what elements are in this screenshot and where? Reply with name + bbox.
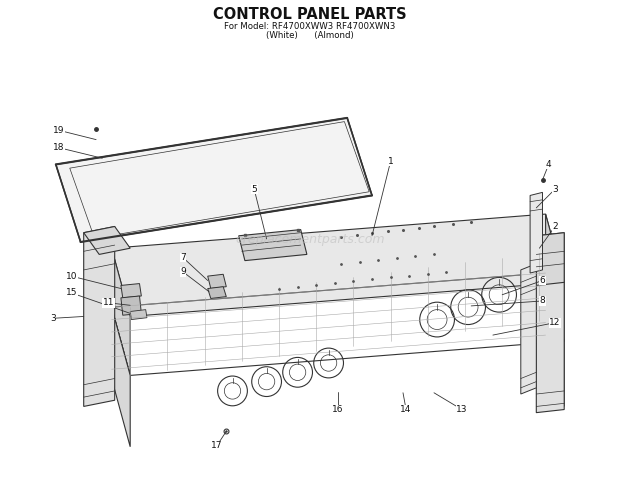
Polygon shape [536, 233, 564, 413]
Polygon shape [239, 229, 307, 260]
Polygon shape [121, 284, 141, 298]
Text: 17: 17 [211, 441, 223, 450]
Polygon shape [84, 227, 130, 255]
Text: 5: 5 [251, 185, 257, 194]
Polygon shape [130, 310, 147, 319]
Text: 14: 14 [401, 405, 412, 414]
Text: ereplacementparts.com: ereplacementparts.com [235, 233, 385, 246]
Text: 19: 19 [53, 126, 64, 135]
Text: 10: 10 [66, 272, 77, 281]
Polygon shape [521, 264, 536, 394]
Text: 16: 16 [332, 405, 343, 414]
Polygon shape [84, 227, 115, 407]
Polygon shape [69, 121, 370, 238]
Text: 1: 1 [388, 157, 394, 166]
Text: CONTROL PANEL PARTS: CONTROL PANEL PARTS [213, 7, 407, 22]
Text: 9: 9 [180, 267, 186, 276]
Text: 7: 7 [180, 253, 186, 262]
Polygon shape [536, 233, 564, 286]
Text: 6: 6 [539, 276, 546, 285]
Text: For Model: RF4700XWW3 RF4700XWN3: For Model: RF4700XWW3 RF4700XWN3 [224, 22, 396, 31]
Polygon shape [546, 214, 564, 341]
Polygon shape [121, 296, 141, 315]
Text: 15: 15 [66, 288, 77, 297]
Text: 13: 13 [456, 405, 467, 414]
Polygon shape [530, 192, 542, 273]
Polygon shape [112, 307, 130, 447]
Text: 4: 4 [546, 160, 552, 169]
Polygon shape [208, 287, 226, 299]
Text: 12: 12 [549, 318, 560, 327]
Text: 18: 18 [53, 143, 64, 152]
Polygon shape [208, 274, 226, 288]
Text: 3: 3 [552, 185, 558, 194]
Text: 11: 11 [103, 298, 114, 307]
Text: (White)      (Almond): (White) (Almond) [266, 31, 354, 40]
Text: 2: 2 [552, 222, 558, 231]
Polygon shape [112, 248, 130, 376]
Polygon shape [112, 214, 564, 317]
Polygon shape [56, 118, 372, 242]
Polygon shape [546, 273, 564, 407]
Text: 3: 3 [50, 314, 56, 323]
Text: 8: 8 [539, 296, 546, 305]
